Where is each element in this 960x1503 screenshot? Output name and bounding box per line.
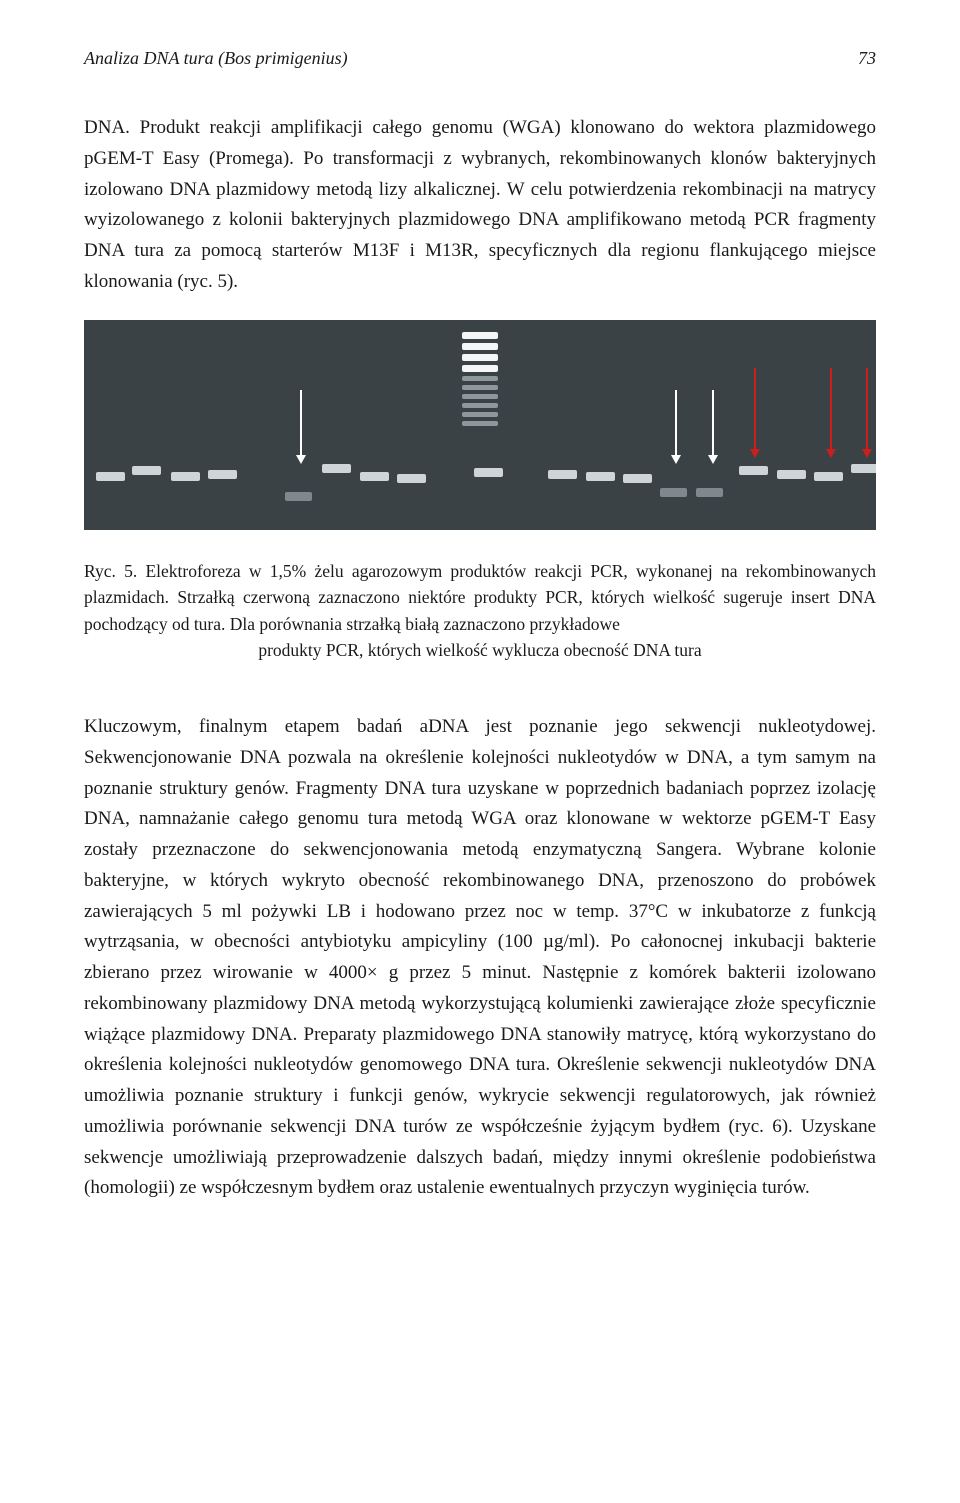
arrow-red [754,368,756,456]
gel-band [285,492,312,501]
gel-band [739,466,768,475]
ladder-band [462,376,498,381]
gel-electrophoresis-figure [84,320,876,530]
gel-band [360,472,389,481]
gel-band [696,488,723,497]
gel-band [322,464,351,473]
arrow-red [866,368,868,456]
running-header: Analiza DNA tura (Bos primigenius) 73 [84,48,876,69]
gel-band [777,470,806,479]
ladder-band [462,332,498,339]
ladder-band [462,403,498,408]
ladder-band [462,394,498,399]
dna-ladder [462,332,498,426]
gel-band [851,464,876,473]
paragraph-intro: DNA. Produkt reakcji amplifikacji całego… [84,113,876,298]
ladder-band [462,365,498,372]
gel-band [548,470,577,479]
gel-band [474,468,503,477]
gel-band [171,472,200,481]
gel-band [208,470,237,479]
gel-band [586,472,615,481]
paragraph-main: Kluczowym, finalnym etapem badań aDNA je… [84,712,876,1204]
arrow-white [712,390,714,462]
arrow-red [830,368,832,456]
page-number: 73 [858,48,876,69]
ladder-band [462,385,498,390]
gel-band [660,488,687,497]
ladder-band [462,354,498,361]
ladder-band [462,343,498,350]
ladder-band [462,421,498,426]
gel-band [623,474,652,483]
running-title: Analiza DNA tura (Bos primigenius) [84,48,348,69]
figure-caption: Ryc. 5. Elektroforeza w 1,5% żelu agaroz… [84,558,876,664]
gel-band [814,472,843,481]
gel-band [132,466,161,475]
gel-band [96,472,125,481]
ladder-band [462,412,498,417]
caption-text-1: Ryc. 5. Elektroforeza w 1,5% żelu agaroz… [84,561,876,634]
gel-band [397,474,426,483]
caption-text-2: produkty PCR, których wielkość wyklucza … [84,637,876,664]
arrow-white [675,390,677,462]
arrow-white [300,390,302,462]
